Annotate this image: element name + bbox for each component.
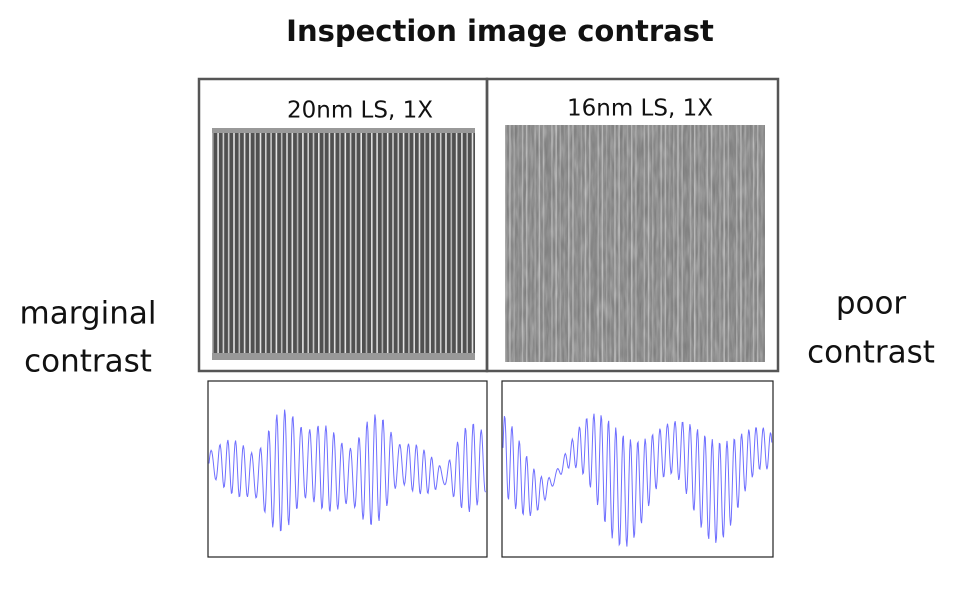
stripe — [461, 128, 463, 360]
stripe — [424, 128, 426, 360]
stripe — [355, 128, 357, 360]
stripe — [429, 128, 431, 360]
stripe — [434, 128, 437, 360]
panel-label: 16nm LS, 1X — [567, 96, 713, 122]
stripe — [450, 128, 453, 360]
stripe — [365, 128, 368, 360]
stripe — [243, 128, 246, 360]
stripe — [333, 128, 336, 360]
stripe — [386, 128, 389, 360]
stripe — [381, 128, 384, 360]
noise — [505, 125, 765, 362]
stripe — [217, 128, 219, 360]
stripe — [471, 128, 474, 360]
stripe — [349, 128, 352, 360]
stripe — [259, 128, 262, 360]
signal-trace — [502, 413, 773, 547]
stripe — [302, 128, 304, 360]
stripe — [371, 128, 373, 360]
stripe — [392, 128, 394, 360]
stripe — [265, 128, 267, 360]
stripe — [439, 128, 442, 360]
stripe — [249, 128, 251, 360]
stripe — [270, 128, 272, 360]
side-label: contrast — [24, 344, 152, 380]
stripe — [222, 128, 225, 360]
stripe — [233, 128, 235, 360]
title: Inspection image contrast — [286, 14, 714, 48]
stripe — [275, 128, 278, 360]
stripe — [254, 128, 256, 360]
panel-frame — [485, 77, 780, 373]
stripe — [318, 128, 320, 360]
stripe — [360, 128, 362, 360]
stripe — [227, 128, 230, 360]
stripe — [408, 128, 410, 360]
stripe — [238, 128, 241, 360]
panel-label: 20nm LS, 1X — [287, 98, 433, 124]
stripe — [286, 128, 288, 360]
stripe — [466, 128, 468, 360]
stripe — [328, 128, 331, 360]
stripe — [280, 128, 283, 360]
stripe — [312, 128, 315, 360]
inspection-image — [505, 125, 765, 362]
edge — [212, 353, 475, 360]
stripe — [296, 128, 299, 360]
stripe — [212, 128, 214, 360]
stripe — [402, 128, 405, 360]
stripe — [291, 128, 294, 360]
stripe — [307, 128, 309, 360]
inspection-image — [212, 128, 475, 360]
side-label: contrast — [807, 335, 935, 371]
signal-frame — [501, 380, 774, 558]
stripe — [445, 128, 447, 360]
stripe — [413, 128, 415, 360]
stripe — [418, 128, 421, 360]
signal-trace — [208, 409, 486, 532]
side-label: poor — [836, 286, 907, 322]
stripe — [344, 128, 347, 360]
side-label: marginal — [20, 296, 157, 332]
stripe — [455, 128, 458, 360]
stripe — [397, 128, 400, 360]
stripe — [323, 128, 325, 360]
edge — [212, 128, 475, 133]
stripe — [339, 128, 341, 360]
stripe — [376, 128, 378, 360]
